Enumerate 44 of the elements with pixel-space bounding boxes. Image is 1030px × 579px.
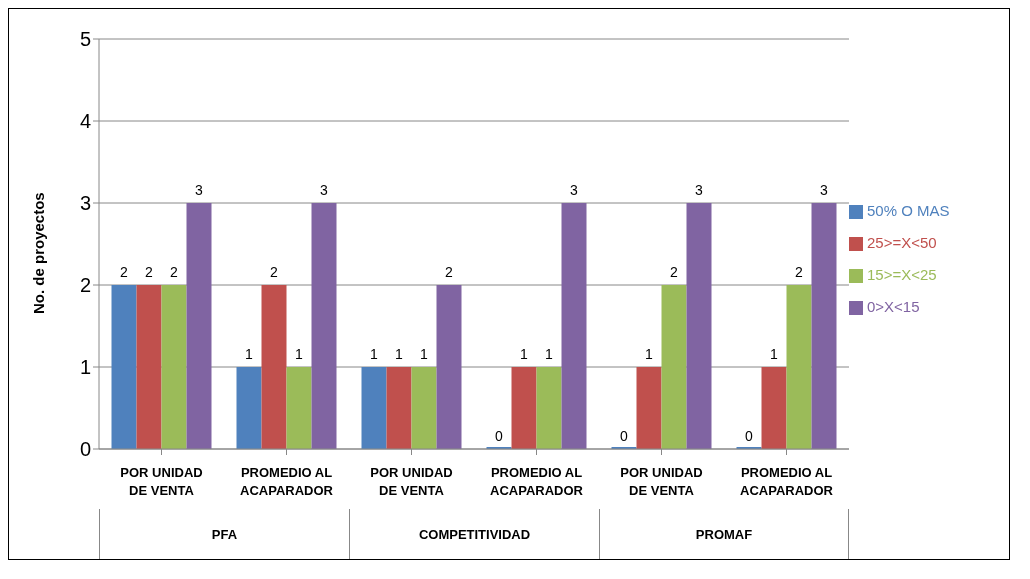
data-label: 0 [495,428,504,444]
data-label: 1 [645,346,654,362]
data-label: 3 [820,182,829,198]
x-tick-label: POR UNIDAD DE VENTA [370,465,453,498]
y-axis-title: No. de proyectos [30,192,48,314]
data-label: 2 [170,264,179,280]
data-label: 0 [620,428,629,444]
text: PROMAF [599,509,849,559]
x-tick-label: PROMEDIO AL ACAPARADOR [740,465,834,498]
data-label: 0 [745,428,754,444]
legend-label: 0>X<15 [867,298,920,315]
data-label: 1 [395,346,404,362]
data-label: 1 [770,346,779,362]
data-label: 2 [445,264,454,280]
x-tick-label: PROMEDIO AL ACAPARADOR [240,465,334,498]
y-tick-label: 1 [79,356,91,379]
data-label: 2 [670,264,679,280]
data-label: 1 [520,346,529,362]
text: COMPETITIVIDAD [349,509,599,559]
y-tick-label: 3 [79,192,91,215]
data-label: 2 [270,264,279,280]
data-label: 2 [120,264,129,280]
y-tick-label: 0 [79,438,91,461]
data-label: 2 [795,264,804,280]
legend-label: 15>=X<25 [867,266,937,283]
legend-label: 50% O MAS [867,202,950,219]
data-label: 3 [695,182,704,198]
x-tick-label: POR UNIDAD DE VENTA [120,465,203,498]
x-tick-label: POR UNIDAD DE VENTA [620,465,703,498]
data-label: 1 [420,346,429,362]
x-tick-label: PROMEDIO AL ACAPARADOR [490,465,584,498]
legend-label: 25>=X<50 [867,234,937,251]
data-label: 2 [145,264,154,280]
data-label: 1 [295,346,304,362]
y-tick-label: 4 [79,110,91,133]
data-label: 1 [370,346,379,362]
y-tick-label: 2 [79,274,91,297]
data-label: 1 [545,346,554,362]
y-tick-label: 5 [79,28,91,51]
text: PFA [99,509,349,559]
data-label: 1 [245,346,254,362]
data-label: 3 [320,182,329,198]
data-label: 3 [195,182,204,198]
data-label: 3 [570,182,579,198]
